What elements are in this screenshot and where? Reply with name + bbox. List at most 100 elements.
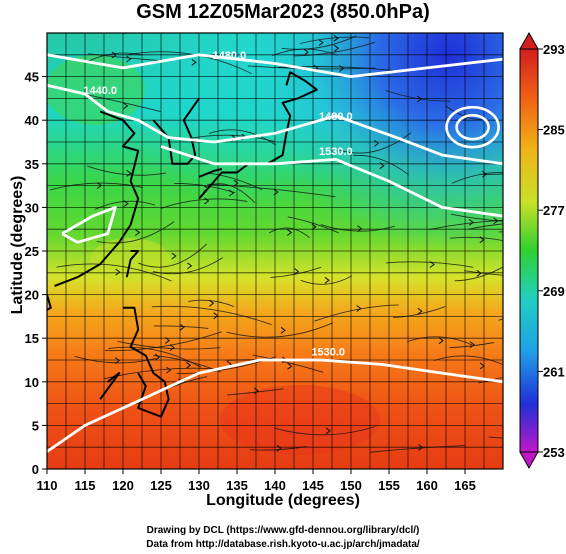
streamline [450, 213, 503, 222]
credit-line-data: Data from http://database.rish.kyoto-u.a… [146, 539, 420, 550]
streamline-arrow [416, 95, 423, 103]
streamline [385, 261, 474, 268]
streamline [127, 51, 252, 75]
streamline-arrow [171, 21, 175, 27]
x-tick-label: 125 [150, 478, 172, 493]
streamline [454, 266, 503, 282]
coastline-segment [125, 250, 140, 278]
streamline [87, 165, 167, 176]
streamline-arrow [191, 58, 197, 66]
streamline [287, 216, 339, 234]
streamline-arrow [325, 427, 331, 435]
y-axis-label: Latitude (degrees) [9, 175, 26, 315]
streamline-arrow [273, 188, 279, 196]
contour-label: 1480.0 [319, 111, 353, 123]
contour-label: 1530.0 [311, 347, 345, 359]
streamline-arrow [114, 357, 121, 364]
streamline-arrow [334, 44, 340, 52]
streamline-arrow [333, 34, 339, 42]
credit-line-dcl: Drawing by DCL (https://www.gfd-dennou.o… [146, 525, 420, 536]
x-tick-label: 165 [454, 478, 476, 493]
streamline-arrow [324, 276, 330, 284]
colorbar-tick-label: 253 [543, 445, 565, 460]
streamline [468, 223, 503, 230]
contour-label: 1530.0 [319, 146, 353, 158]
graticule [47, 33, 503, 469]
coastline-segment [54, 110, 140, 287]
coastline-segment [47, 294, 52, 311]
colorbar-tick-label: 269 [543, 284, 565, 299]
streamline [104, 331, 222, 352]
contour-line [47, 53, 503, 78]
streamline-arrow [493, 217, 499, 225]
streamline [488, 436, 503, 439]
streamline [451, 171, 503, 184]
x-tick-label: 145 [302, 478, 324, 493]
streamline-arrow [560, 231, 564, 237]
streamline-arrow [187, 262, 193, 270]
streamline-arrow [135, 229, 141, 236]
streamline [84, 52, 142, 64]
y-axis-ticks: 0 5 10 15 20 25 30 35 40 45 [25, 70, 47, 477]
streamline [433, 355, 503, 366]
colorbar-top-arrow [519, 31, 539, 50]
contour-line [47, 83, 503, 166]
streamline [96, 221, 175, 244]
x-tick-label: 120 [112, 478, 134, 493]
streamline [482, 173, 503, 176]
y-tick-label: 20 [25, 288, 39, 303]
y-tick-label: 25 [25, 244, 39, 259]
streamline-arrow [294, 268, 300, 275]
streamline-arrow [287, 362, 293, 370]
x-tick-label: 135 [226, 478, 248, 493]
streamline [300, 275, 353, 285]
streamline-arrow [356, 305, 362, 312]
streamline [252, 354, 324, 373]
streamline-arrow [438, 337, 444, 345]
streamline [281, 35, 357, 50]
streamline [187, 134, 276, 143]
x-tick-label: 140 [264, 478, 286, 493]
streamline-arrow [476, 269, 482, 277]
colorbar-tick-label: 285 [543, 123, 565, 138]
streamline-arrow [213, 312, 219, 320]
streamline [314, 304, 399, 322]
x-tick-label: 115 [75, 478, 96, 493]
streamline-arrow [429, 261, 435, 268]
streamline-arrow [164, 337, 171, 344]
low-pressure-contour [445, 105, 500, 149]
streamline [117, 340, 221, 350]
x-tick-label: 150 [340, 478, 362, 493]
streamline-arrow [126, 55, 132, 63]
streamline-arrow [468, 219, 474, 226]
streamline-arrow [311, 223, 317, 231]
streamline [108, 346, 202, 368]
streamline [151, 305, 272, 326]
streamline-arrow [154, 353, 161, 361]
streamline-arrow [287, 229, 293, 236]
y-tick-label: 45 [25, 70, 39, 85]
streamline [338, 132, 412, 154]
streamline [209, 129, 277, 146]
streamline [270, 266, 322, 278]
coastline-segment [152, 97, 200, 165]
streamline [353, 154, 409, 176]
y-tick-label: 15 [25, 331, 39, 346]
coastline [47, 71, 318, 418]
colorbar: 293 285 277 269 261 253 [519, 31, 565, 470]
x-axis-label: Longitude (degrees) [206, 492, 360, 509]
streamline [121, 33, 134, 34]
streamline-arrow [171, 252, 177, 260]
x-tick-label: 130 [188, 478, 210, 493]
streamline [154, 325, 209, 329]
streamline [227, 388, 284, 396]
streamline-arrow [318, 39, 324, 46]
streamline [464, 270, 503, 276]
streamline [393, 306, 446, 319]
wind-streamlines [50, 21, 564, 453]
colorbar-bottom-arrow [519, 451, 539, 470]
y-tick-label: 10 [25, 375, 39, 390]
streamline-arrow [111, 51, 117, 59]
y-tick-label: 35 [25, 157, 39, 172]
streamline-arrow [479, 362, 485, 370]
